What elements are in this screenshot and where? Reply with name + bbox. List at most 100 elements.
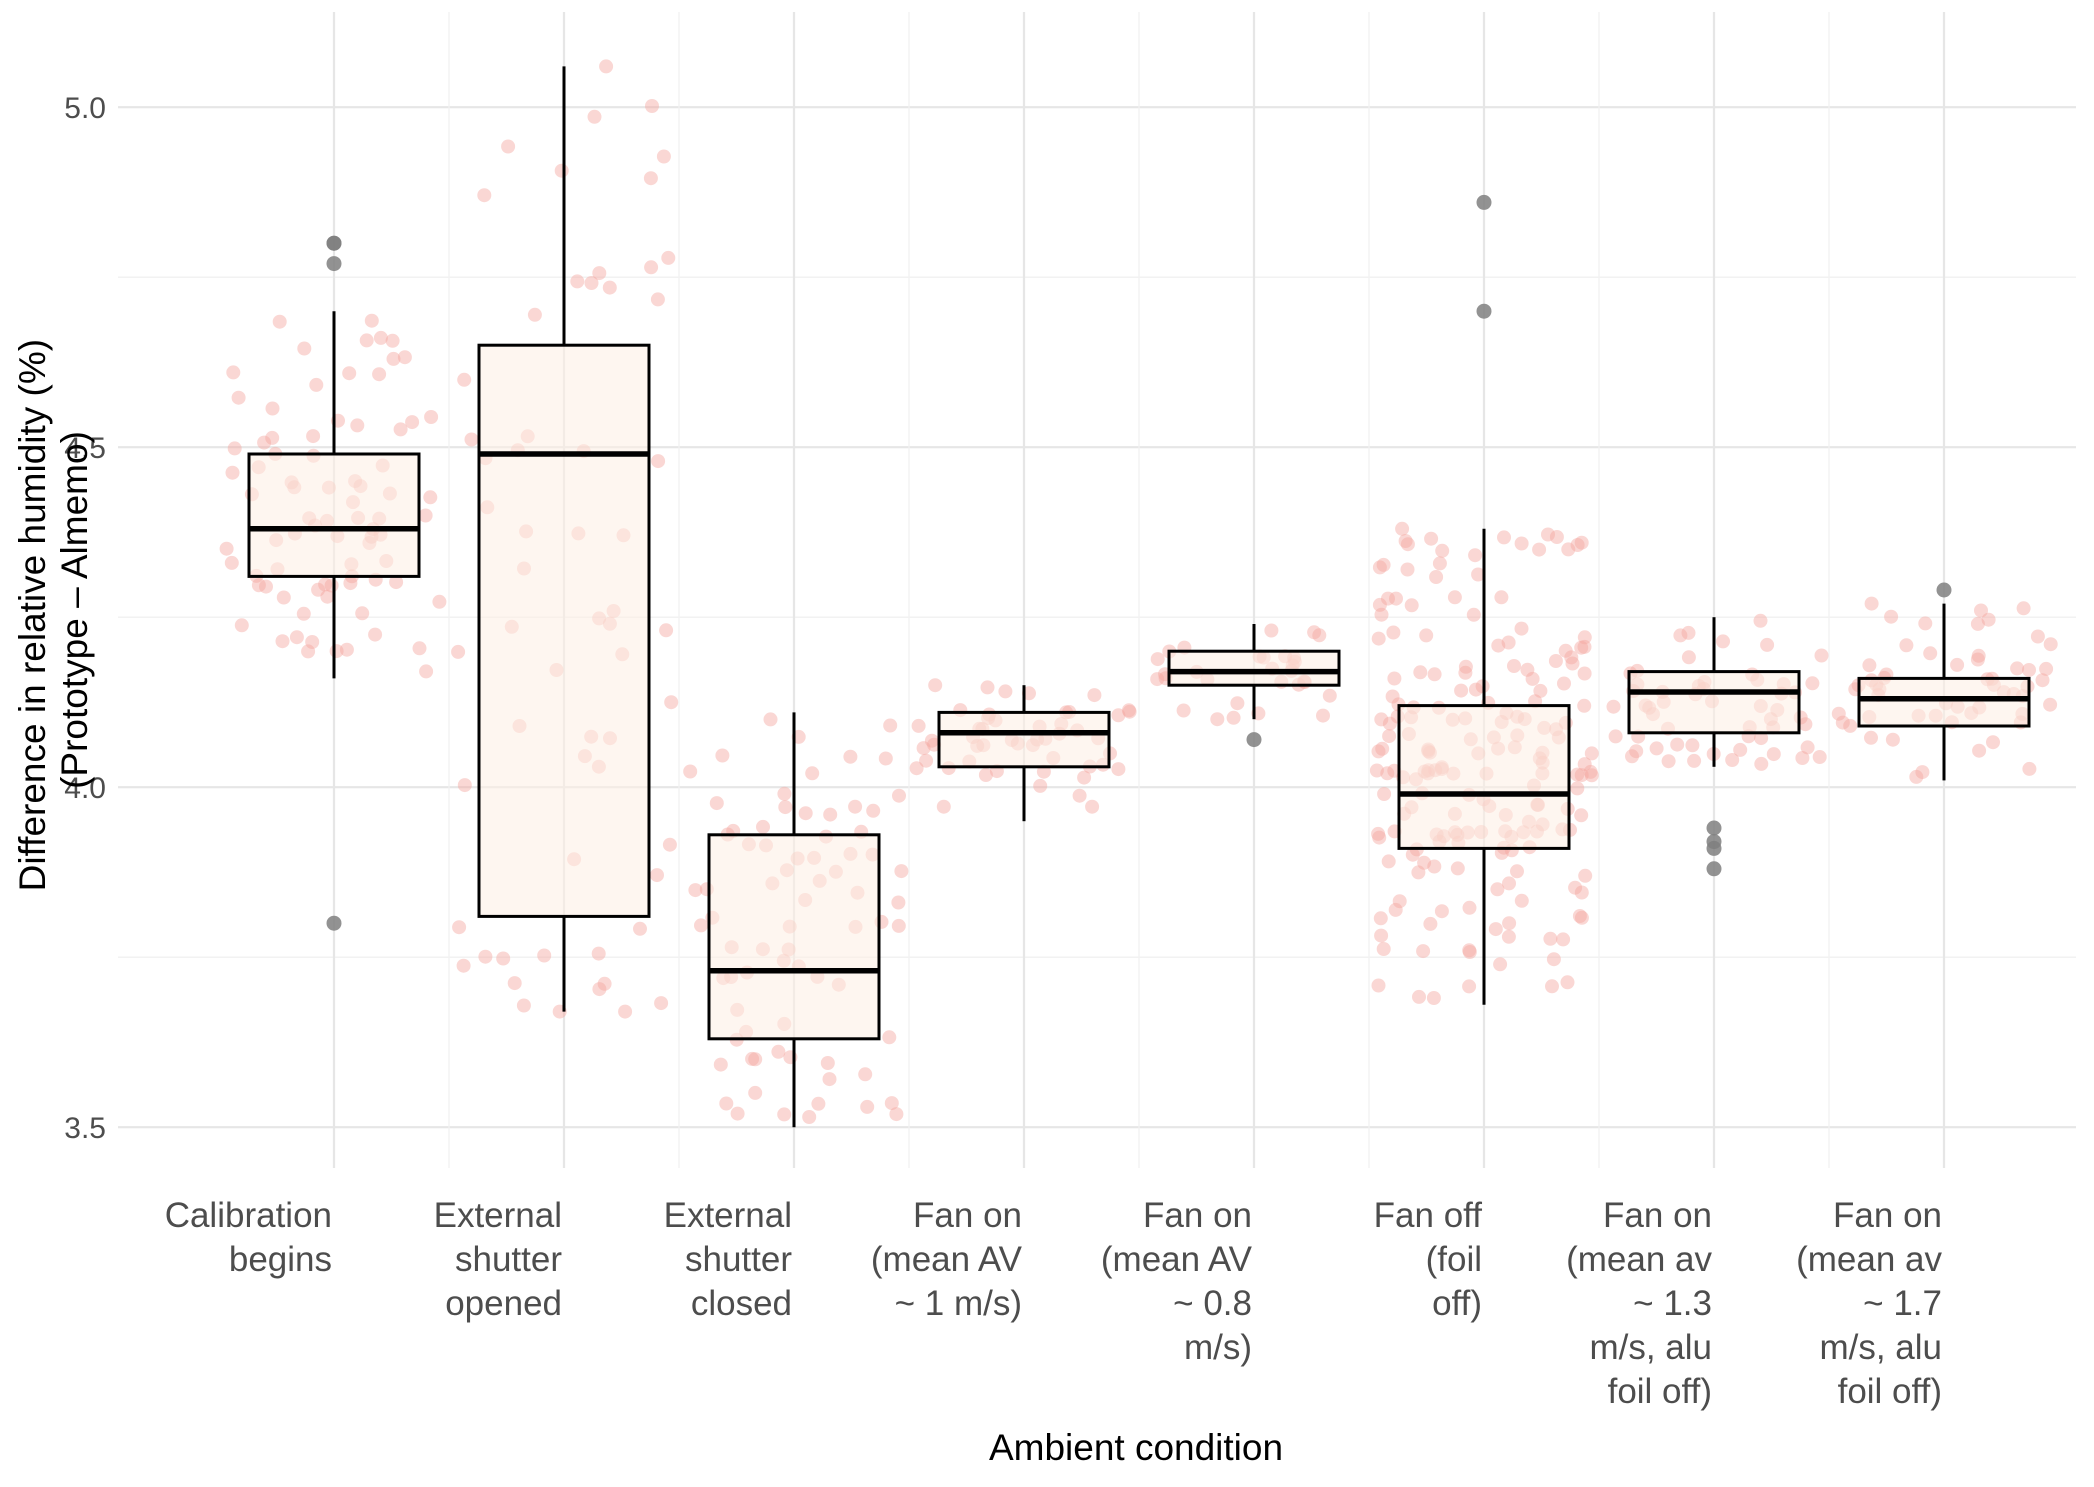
jitter-point bbox=[1490, 882, 1505, 897]
jitter-point bbox=[451, 644, 466, 659]
box-iqr bbox=[937, 710, 1111, 769]
jitter-point bbox=[389, 575, 404, 590]
jitter-point bbox=[694, 918, 708, 933]
jitter-point bbox=[715, 748, 730, 763]
jitter-point bbox=[1798, 717, 1813, 732]
outlier-point bbox=[326, 256, 342, 272]
jitter-point bbox=[1625, 749, 1639, 764]
jitter-point bbox=[1466, 607, 1481, 622]
jitter-point bbox=[584, 276, 599, 290]
jitter-point bbox=[763, 712, 778, 727]
jitter-point bbox=[778, 800, 793, 815]
grid-layer bbox=[118, 12, 2076, 1168]
jitter-point bbox=[1429, 570, 1444, 584]
jitter-point bbox=[2010, 661, 2025, 676]
x-tick-label-line: External bbox=[434, 1196, 562, 1235]
jitter-point bbox=[745, 1051, 760, 1066]
jitter-point bbox=[1501, 929, 1516, 944]
jitter-point bbox=[651, 454, 666, 469]
x-tick-label: Fan on (mean av ~ 1.3 m/s, alu foil off) bbox=[1566, 1196, 1712, 1411]
x-tick-label-line: Fan on bbox=[913, 1196, 1022, 1235]
jitter-point bbox=[1608, 729, 1623, 744]
jitter-point bbox=[592, 266, 607, 281]
jitter-point bbox=[798, 806, 813, 821]
jitter-point bbox=[1373, 911, 1388, 926]
jitter-point bbox=[1716, 634, 1730, 649]
jitter-point bbox=[1380, 766, 1395, 781]
jitter-point bbox=[373, 330, 388, 345]
jitter-point bbox=[1111, 708, 1126, 723]
box-group bbox=[1627, 617, 1801, 877]
jitter-point bbox=[688, 883, 703, 898]
jitter-point bbox=[1754, 731, 1769, 746]
jitter-point bbox=[654, 996, 669, 1011]
jitter-point bbox=[1381, 591, 1395, 606]
jitter-point bbox=[350, 418, 365, 433]
jitter-point bbox=[1322, 688, 1337, 703]
jitter-point bbox=[226, 365, 241, 380]
jitter-point bbox=[1583, 764, 1598, 779]
jitter-point bbox=[1570, 767, 1585, 782]
jitter-point bbox=[1533, 683, 1548, 698]
jitter-point bbox=[1971, 648, 1986, 663]
box-group bbox=[1857, 582, 2031, 781]
y-axis-title-line-1: Difference in relative humidity (%) bbox=[12, 339, 53, 891]
x-tick-label-line: External bbox=[664, 1196, 792, 1235]
jitter-point bbox=[1909, 769, 1924, 784]
jitter-point bbox=[1577, 630, 1592, 645]
jitter-point bbox=[1395, 521, 1410, 536]
jitter-point bbox=[1577, 698, 1592, 713]
jitter-point bbox=[664, 695, 679, 710]
y-axis-ticks: 3.5 4.0 4.5 5.0 bbox=[64, 92, 106, 1145]
jitter-point bbox=[597, 976, 612, 991]
jitter-point bbox=[1382, 729, 1397, 744]
x-tick-label-line: m/s, alu bbox=[1589, 1328, 1712, 1367]
jitter-point bbox=[234, 618, 249, 633]
jitter-point bbox=[1111, 762, 1126, 777]
box-iqr bbox=[707, 833, 881, 1041]
jitter-point bbox=[1864, 596, 1879, 611]
jitter-point bbox=[591, 946, 606, 961]
jitter-point bbox=[1389, 591, 1403, 606]
jitter-point bbox=[527, 307, 542, 322]
jitter-point bbox=[1885, 732, 1900, 747]
jitter-point bbox=[599, 59, 614, 74]
jitter-point bbox=[618, 1004, 633, 1019]
jitter-point bbox=[1411, 865, 1426, 880]
jitter-point bbox=[1541, 527, 1555, 542]
jitter-point bbox=[1986, 735, 2000, 750]
jitter-point bbox=[1754, 756, 1769, 771]
jitter-point bbox=[592, 982, 607, 997]
jitter-point bbox=[891, 895, 906, 910]
jitter-point bbox=[1369, 763, 1384, 778]
x-tick-label-line: ~ 0.8 bbox=[1173, 1284, 1252, 1323]
jitter-point bbox=[276, 590, 291, 605]
jitter-point bbox=[1862, 658, 1877, 673]
jitter-point bbox=[748, 1052, 763, 1067]
jitter-point bbox=[1556, 932, 1571, 947]
jitter-point bbox=[1570, 781, 1585, 796]
x-tick-label-line: ~ 1.3 bbox=[1633, 1284, 1712, 1323]
jitter-point bbox=[265, 401, 280, 416]
jitter-point bbox=[1413, 665, 1428, 680]
jitter-point bbox=[1864, 730, 1878, 745]
x-tick-label-line: (mean AV bbox=[1101, 1240, 1253, 1279]
jitter-point bbox=[1502, 876, 1516, 891]
jitter-point bbox=[2043, 637, 2058, 652]
jitter-point bbox=[1388, 902, 1403, 917]
jitter-point bbox=[1649, 741, 1664, 756]
jitter-point bbox=[1574, 808, 1589, 823]
x-tick-label-line: closed bbox=[691, 1284, 792, 1323]
jitter-point bbox=[1374, 607, 1389, 622]
x-tick-label-line: foil off) bbox=[1838, 1372, 1942, 1411]
jitter-point bbox=[1405, 847, 1420, 862]
jitter-point bbox=[748, 1085, 763, 1100]
jitter-point bbox=[805, 766, 820, 781]
jitter-point bbox=[397, 350, 412, 365]
jitter-point bbox=[1458, 659, 1473, 674]
jitter-point bbox=[1549, 530, 1564, 544]
jitter-point bbox=[1574, 910, 1589, 925]
box-group bbox=[1167, 624, 1341, 748]
box-group bbox=[477, 66, 651, 1012]
jitter-point bbox=[1412, 989, 1426, 1004]
